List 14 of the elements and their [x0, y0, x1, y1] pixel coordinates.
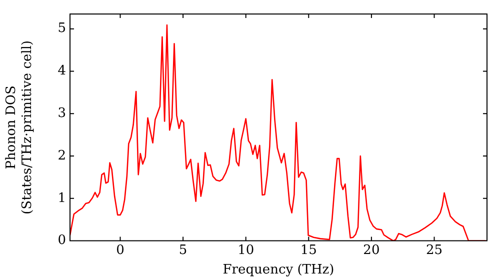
x-tick-label: 25: [426, 242, 443, 258]
x-tick-label: 20: [363, 242, 380, 258]
y-tick-label: 1: [58, 190, 66, 206]
y-axis-title: Phonon DOS (States/THz·primitive cell): [4, 40, 35, 214]
x-axis-title: Frequency (THz): [222, 262, 334, 278]
y-tick-label: 2: [58, 148, 66, 164]
y-tick-label: 5: [58, 21, 66, 36]
y-tick-label: 0: [58, 233, 66, 248]
x-tick-label: 5: [178, 242, 188, 258]
y-tick-label: 4: [58, 64, 66, 79]
x-tick-label: 15: [300, 242, 317, 258]
x-tick-label: 10: [238, 242, 254, 258]
y-tick-label: 3: [58, 106, 66, 121]
x-tick-label: 0: [116, 242, 124, 258]
